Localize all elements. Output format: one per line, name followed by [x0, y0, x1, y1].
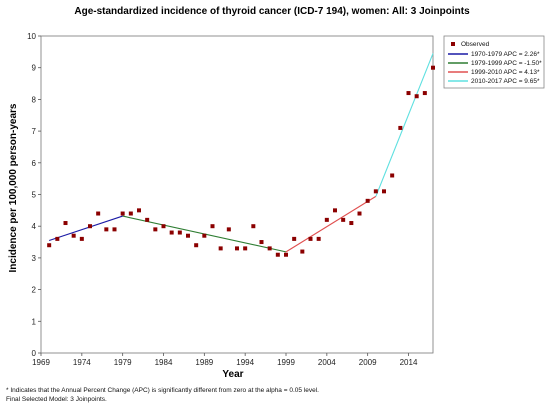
- y-tick-label-7: 7: [32, 127, 37, 136]
- observed-point-1992: [227, 227, 231, 231]
- legend-label-3: 1999-2010 APC = 4.13*: [471, 69, 540, 76]
- footnote-model: Final Selected Model: 3 Joinpoints.: [6, 396, 107, 403]
- legend-label-1: 1970-1979 APC = 2.26*: [471, 51, 540, 58]
- observed-point-1979: [121, 212, 125, 216]
- x-tick-label-1979: 1979: [114, 358, 132, 367]
- legend-label-observed: Observed: [461, 41, 490, 48]
- observed-point-2003: [317, 237, 321, 241]
- observed-point-1996: [260, 240, 264, 244]
- observed-point-2012: [390, 173, 394, 177]
- observed-point-1999: [284, 253, 288, 257]
- observed-point-1981: [137, 208, 141, 212]
- observed-point-2014: [407, 91, 411, 95]
- x-tick-label-2004: 2004: [318, 358, 336, 367]
- observed-point-1982: [145, 218, 149, 222]
- observed-point-1991: [219, 246, 223, 250]
- observed-point-1971: [55, 237, 59, 241]
- legend-label-2: 1979-1999 APC = -1.50*: [471, 60, 542, 67]
- observed-point-1987: [186, 234, 190, 238]
- observed-point-1993: [235, 246, 239, 250]
- x-tick-label-1974: 1974: [73, 358, 91, 367]
- x-tick-label-1994: 1994: [236, 358, 254, 367]
- observed-point-1997: [268, 246, 272, 250]
- observed-point-2008: [358, 212, 362, 216]
- segment-line-4: [376, 53, 433, 196]
- observed-point-1994: [243, 246, 247, 250]
- observed-point-2011: [382, 189, 386, 193]
- observed-point-1995: [251, 224, 255, 228]
- observed-point-2009: [366, 199, 370, 203]
- y-tick-label-4: 4: [32, 222, 37, 231]
- y-tick-label-9: 9: [32, 64, 37, 73]
- observed-point-1985: [170, 231, 174, 235]
- observed-point-1990: [211, 224, 215, 228]
- observed-point-2007: [349, 221, 353, 225]
- legend-label-4: 2010-2017 APC = 9.65*: [471, 78, 540, 85]
- observed-point-2013: [398, 126, 402, 130]
- observed-point-2016: [423, 91, 427, 95]
- x-tick-label-2009: 2009: [359, 358, 377, 367]
- observed-point-2017: [431, 66, 435, 70]
- observed-point-1988: [194, 243, 198, 247]
- x-tick-label-1969: 1969: [32, 358, 50, 367]
- chart-title: Age-standardized incidence of thyroid ca…: [74, 6, 470, 17]
- legend-marker-observed: [451, 42, 455, 46]
- observed-point-1989: [202, 234, 206, 238]
- y-tick-label-5: 5: [32, 191, 37, 200]
- observed-point-1984: [162, 224, 166, 228]
- observed-point-1986: [178, 231, 182, 235]
- observed-point-1998: [276, 253, 280, 257]
- observed-point-1976: [96, 212, 100, 216]
- observed-point-1977: [104, 227, 108, 231]
- observed-point-1973: [72, 234, 76, 238]
- x-tick-label-1989: 1989: [195, 358, 213, 367]
- y-tick-label-0: 0: [32, 349, 37, 358]
- observed-point-1974: [80, 237, 84, 241]
- observed-point-2002: [309, 237, 313, 241]
- y-tick-label-10: 10: [27, 32, 36, 41]
- segment-line-1: [49, 216, 123, 240]
- observed-point-1983: [153, 227, 157, 231]
- observed-point-2010: [374, 189, 378, 193]
- segment-line-3: [286, 196, 376, 251]
- observed-point-1975: [88, 224, 92, 228]
- observed-point-2005: [333, 208, 337, 212]
- observed-point-2001: [300, 250, 304, 254]
- footnote-apc: * Indicates that the Annual Percent Chan…: [6, 387, 319, 394]
- x-axis-label: Year: [222, 369, 243, 380]
- y-tick-label-6: 6: [32, 159, 37, 168]
- y-tick-label-8: 8: [32, 95, 37, 104]
- observed-point-1972: [64, 221, 68, 225]
- y-axis-label: Incidence per 100,000 person-years: [8, 103, 19, 272]
- x-tick-label-2014: 2014: [400, 358, 418, 367]
- y-tick-label-2: 2: [32, 286, 37, 295]
- y-tick-label-3: 3: [32, 254, 37, 263]
- observed-point-2004: [325, 218, 329, 222]
- legend: Observed 1970-1979 APC = 2.26* 1979-1999 A…: [444, 36, 544, 88]
- y-tick-label-1: 1: [32, 317, 37, 326]
- observed-point-1970: [47, 243, 51, 247]
- plot-area: 0 1 2 3 4 5 6 7 8 9 10 1969 1974 1979 1984 1989 1994 1999…: [27, 32, 435, 367]
- x-tick-label-1984: 1984: [155, 358, 173, 367]
- plot-frame: [41, 36, 433, 353]
- x-tick-label-1999: 1999: [277, 358, 295, 367]
- observed-point-1978: [113, 227, 117, 231]
- observed-point-2000: [292, 237, 296, 241]
- observed-point-2006: [341, 218, 345, 222]
- observed-point-1980: [129, 212, 133, 216]
- observed-point-2015: [415, 94, 419, 98]
